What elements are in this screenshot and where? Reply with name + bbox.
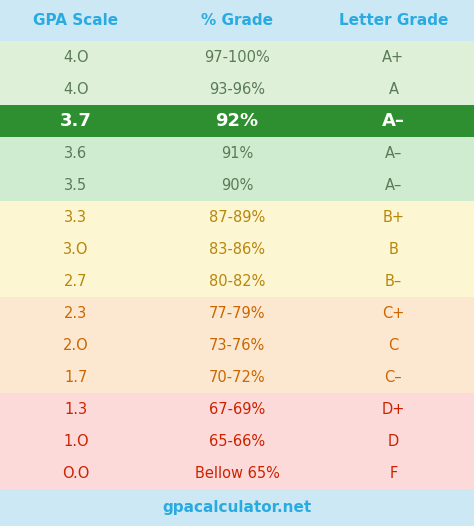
- Text: gpacalculator.net: gpacalculator.net: [163, 500, 311, 515]
- Text: C: C: [388, 338, 399, 352]
- Text: C+: C+: [382, 306, 405, 321]
- Text: 3.6: 3.6: [64, 146, 87, 160]
- Text: 4.O: 4.O: [63, 82, 89, 97]
- Text: A–: A–: [382, 112, 405, 130]
- Text: Bellow 65%: Bellow 65%: [194, 466, 280, 481]
- Bar: [0, 489, 474, 526]
- Bar: [0, 105, 474, 137]
- Text: B: B: [389, 241, 398, 257]
- Bar: [0, 73, 474, 105]
- Bar: [0, 329, 474, 361]
- Bar: [0, 361, 474, 393]
- Bar: [0, 425, 474, 457]
- Text: 2.7: 2.7: [64, 274, 88, 289]
- Bar: [0, 201, 474, 233]
- Text: GPA Scale: GPA Scale: [33, 13, 118, 28]
- Text: % Grade: % Grade: [201, 13, 273, 28]
- Text: O.O: O.O: [62, 466, 90, 481]
- Text: 1.O: 1.O: [63, 433, 89, 449]
- Text: A–: A–: [385, 178, 402, 193]
- Text: B+: B+: [383, 209, 404, 225]
- Bar: [0, 265, 474, 297]
- Bar: [0, 0, 474, 41]
- Text: A–: A–: [385, 146, 402, 160]
- Bar: [0, 457, 474, 489]
- Text: 65-66%: 65-66%: [209, 433, 265, 449]
- Text: 90%: 90%: [221, 178, 253, 193]
- Text: 77-79%: 77-79%: [209, 306, 265, 321]
- Text: 1.3: 1.3: [64, 402, 87, 417]
- Text: 83-86%: 83-86%: [209, 241, 265, 257]
- Bar: [0, 393, 474, 425]
- Text: 80-82%: 80-82%: [209, 274, 265, 289]
- Text: A+: A+: [383, 49, 404, 65]
- Text: 3.O: 3.O: [63, 241, 89, 257]
- Text: 70-72%: 70-72%: [209, 370, 265, 385]
- Text: D: D: [388, 433, 399, 449]
- Text: 3.5: 3.5: [64, 178, 87, 193]
- Text: 4.O: 4.O: [63, 49, 89, 65]
- Text: 1.7: 1.7: [64, 370, 88, 385]
- Bar: [0, 169, 474, 201]
- Bar: [0, 233, 474, 265]
- Text: 73-76%: 73-76%: [209, 338, 265, 352]
- Text: A: A: [388, 82, 399, 97]
- Text: 87-89%: 87-89%: [209, 209, 265, 225]
- Text: 97-100%: 97-100%: [204, 49, 270, 65]
- Text: 67-69%: 67-69%: [209, 402, 265, 417]
- Text: Letter Grade: Letter Grade: [339, 13, 448, 28]
- Bar: [0, 297, 474, 329]
- Text: B–: B–: [385, 274, 402, 289]
- Text: 91%: 91%: [221, 146, 253, 160]
- Bar: [0, 137, 474, 169]
- Text: 2.3: 2.3: [64, 306, 88, 321]
- Text: 93-96%: 93-96%: [209, 82, 265, 97]
- Bar: [0, 41, 474, 73]
- Text: D+: D+: [382, 402, 405, 417]
- Text: F: F: [389, 466, 398, 481]
- Text: C–: C–: [384, 370, 402, 385]
- Text: 3.3: 3.3: [64, 209, 87, 225]
- Text: 92%: 92%: [216, 112, 258, 130]
- Text: 2.O: 2.O: [63, 338, 89, 352]
- Text: 3.7: 3.7: [60, 112, 92, 130]
